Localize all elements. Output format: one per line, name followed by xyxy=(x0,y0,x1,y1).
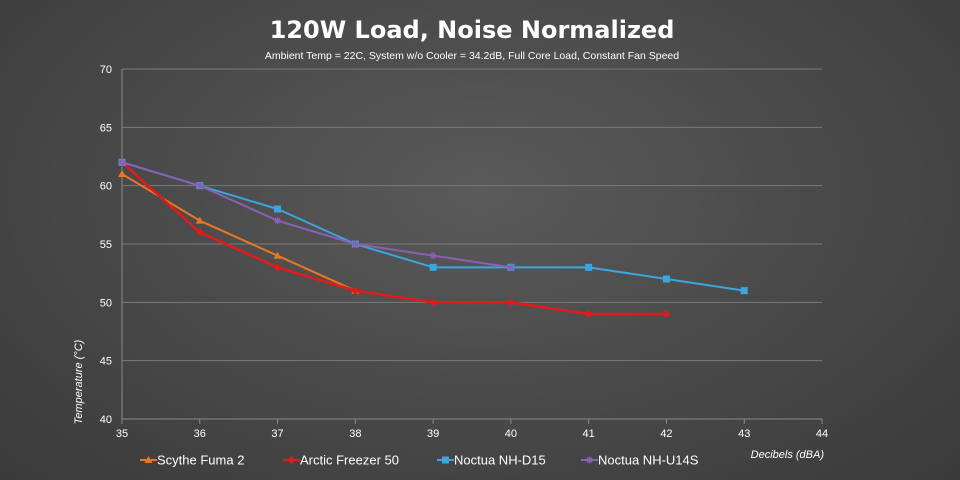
data-point-marker xyxy=(585,263,593,271)
x-axis-label: Decibels (dBA) xyxy=(751,449,825,461)
legend-item: Noctua NH-U14S xyxy=(581,453,699,468)
legend-item: Noctua NH-D15 xyxy=(437,453,546,468)
x-tick-label: 44 xyxy=(816,428,828,440)
data-point-marker xyxy=(273,251,282,259)
y-tick-label: 40 xyxy=(100,414,112,426)
x-tick-label: 40 xyxy=(505,428,517,440)
series-line xyxy=(121,173,356,292)
y-tick-label: 60 xyxy=(100,181,112,193)
data-point-marker xyxy=(429,263,437,271)
x-tick-label: 35 xyxy=(116,428,128,440)
data-point-marker xyxy=(287,456,296,464)
legend: Scythe Fuma 2 Arctic Freezer 50 Noctua NH-… xyxy=(140,453,699,468)
data-point-marker xyxy=(118,158,126,166)
data-point-marker xyxy=(507,263,515,271)
series-noctua-nh-u14s xyxy=(118,158,515,271)
data-point-marker xyxy=(118,170,126,177)
legend-item: Scythe Fuma 2 xyxy=(140,453,244,468)
data-point-marker xyxy=(351,286,360,295)
series-line xyxy=(121,161,512,269)
y-tick-label: 70 xyxy=(100,64,112,76)
x-tick-label: 42 xyxy=(660,428,672,440)
chart-subtitle: Ambient Temp = 22C, System w/o Cooler = … xyxy=(265,50,679,62)
series-scythe-fuma-2 xyxy=(118,170,360,294)
data-point-marker xyxy=(662,310,671,318)
x-tick-labels: 35 36 37 38 39 40 41 42 43 44 xyxy=(116,428,828,440)
y-tick-label: 45 xyxy=(100,356,112,368)
x-tick-label: 41 xyxy=(583,428,595,440)
legend-label: Noctua NH-D15 xyxy=(454,453,546,468)
y-tick-labels: 40 45 50 55 60 65 70 xyxy=(100,64,112,426)
data-point-marker xyxy=(351,240,359,248)
data-point-marker xyxy=(144,456,153,463)
data-point-marker xyxy=(662,275,670,283)
x-tick-label: 38 xyxy=(349,428,361,440)
x-tick-label: 43 xyxy=(738,428,750,440)
data-point-marker xyxy=(429,252,437,260)
data-point-marker xyxy=(274,205,282,213)
series-lines xyxy=(118,158,748,318)
legend-label: Arctic Freezer 50 xyxy=(300,453,399,468)
y-tick-label: 65 xyxy=(100,122,112,134)
data-point-marker xyxy=(274,217,282,225)
data-point-marker xyxy=(195,228,204,237)
data-point-marker xyxy=(195,216,204,224)
legend-label: Scythe Fuma 2 xyxy=(157,453,244,468)
data-point-marker xyxy=(273,263,282,272)
x-tick-label: 39 xyxy=(427,428,439,440)
gridlines xyxy=(121,68,823,424)
data-point-marker xyxy=(442,456,449,464)
data-point-marker xyxy=(506,298,515,307)
x-tick-label: 37 xyxy=(271,428,283,440)
data-point-marker xyxy=(740,287,748,295)
x-tick-label: 36 xyxy=(194,428,206,440)
y-axis-label: Temperature (°C) xyxy=(73,339,85,424)
legend-label: Noctua NH-U14S xyxy=(598,453,699,468)
y-tick-label: 55 xyxy=(100,239,112,251)
series-line xyxy=(121,161,667,316)
data-point-marker xyxy=(584,310,593,318)
series-line xyxy=(121,161,745,292)
data-point-marker xyxy=(429,298,438,307)
data-point-marker xyxy=(196,182,204,190)
legend-item: Arctic Freezer 50 xyxy=(283,453,399,468)
chart-title: 120W Load, Noise Normalized xyxy=(270,16,675,44)
y-tick-label: 50 xyxy=(100,297,112,309)
data-point-marker xyxy=(586,456,593,464)
